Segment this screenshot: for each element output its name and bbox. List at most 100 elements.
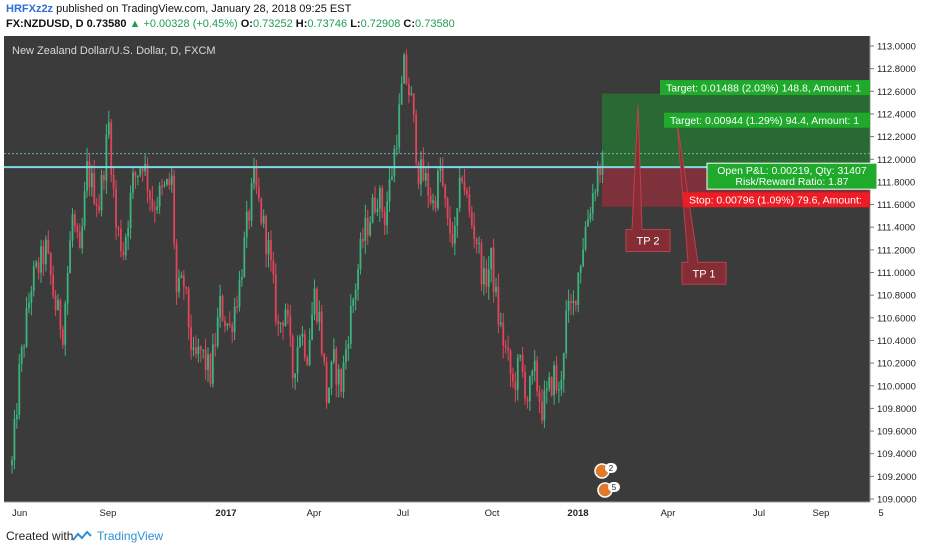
- candle-body: [311, 314, 313, 340]
- price-tick-label: 112.2000: [877, 132, 916, 143]
- low-label: L:: [350, 18, 361, 30]
- target-1-label-box[interactable]: Target: 0.01488 (2.03%) 148.8, Amount: 1: [660, 80, 870, 96]
- candle-body: [584, 226, 587, 250]
- candle-body: [18, 364, 21, 416]
- tp-1-annotation[interactable]: TP 1: [676, 121, 727, 285]
- candle-body: [524, 371, 526, 399]
- candle-body: [226, 323, 229, 326]
- candle-body: [98, 205, 101, 211]
- chart-area[interactable]: New Zealand Dollar/U.S. Dollar, D, FXCM …: [4, 36, 928, 520]
- event-badges[interactable]: 2 5: [594, 463, 620, 498]
- candle-body: [332, 349, 335, 362]
- candle-body: [362, 238, 364, 241]
- candle-body: [71, 214, 74, 241]
- price-tick-label: 109.6000: [877, 427, 917, 438]
- candle-body: [299, 336, 301, 347]
- candle-body: [120, 228, 122, 252]
- badge-count: 2: [609, 464, 614, 473]
- price-tick-label: 111.8000: [877, 177, 915, 188]
- candle-body: [446, 198, 449, 219]
- candle-body: [349, 305, 352, 344]
- candle-body: [192, 347, 195, 350]
- candle-body: [127, 227, 130, 237]
- time-tick-label: Sep: [100, 508, 117, 519]
- candle-body: [480, 243, 483, 285]
- candle-body: [23, 346, 25, 348]
- candle-body: [139, 168, 142, 176]
- candle-body: [231, 325, 234, 333]
- candle-body: [463, 181, 466, 191]
- candle-body: [163, 184, 166, 187]
- candlestick-chart[interactable]: New Zealand Dollar/U.S. Dollar, D, FXCM …: [4, 36, 928, 520]
- tradingview-brand-link[interactable]: TradingView: [97, 529, 164, 543]
- tp-2-annotation[interactable]: TP 2: [625, 104, 671, 252]
- candle-body: [221, 296, 224, 321]
- candle-body: [313, 288, 316, 315]
- candle-body: [371, 197, 374, 223]
- candle-body: [44, 239, 47, 265]
- candle-body: [272, 260, 275, 275]
- candle-body: [320, 311, 323, 354]
- candle-body: [187, 288, 190, 328]
- time-axis-background: [4, 502, 870, 520]
- candle-body: [536, 360, 539, 392]
- candle-body: [432, 200, 434, 203]
- candle-body: [533, 360, 536, 371]
- time-axis-ticks: Jun Sep 2017 Apr Jul Oct 2018 Apr Jul Sep 5: [12, 508, 884, 519]
- candle-body: [175, 243, 178, 293]
- candle-body: [562, 352, 565, 380]
- candle-body: [173, 175, 176, 244]
- candle-body: [211, 344, 214, 384]
- price-tick-label: 110.6000: [877, 313, 916, 324]
- candle-body: [570, 300, 572, 303]
- candle-body: [357, 269, 359, 290]
- candle-body: [601, 152, 604, 175]
- candle-body: [596, 167, 599, 193]
- time-tick-label: 2018: [567, 508, 588, 519]
- candle-body: [589, 213, 592, 220]
- time-tick-label: Jul: [753, 508, 765, 519]
- target-2-label-box[interactable]: Target: 0.00944 (1.29%) 94.4, Amount: 1: [664, 112, 870, 128]
- chart-header: HRFXz2z published on TradingView.com, Ja…: [4, 0, 928, 36]
- candle-body: [497, 286, 500, 325]
- open-pl-label-box[interactable]: Open P&L: 0.00219, Qty: 31407 Risk/Rewar…: [706, 162, 878, 190]
- candle-body: [434, 200, 437, 209]
- candle-body: [461, 177, 464, 182]
- candle-body: [391, 176, 393, 180]
- time-tick-label: 2017: [215, 508, 236, 519]
- candle-body: [555, 365, 558, 390]
- tp-1-callout[interactable]: [676, 121, 727, 285]
- candle-body: [115, 188, 117, 228]
- candle-body: [178, 277, 180, 293]
- candle-body: [417, 162, 420, 185]
- tp-1-label: TP 1: [692, 268, 715, 280]
- time-tick-label: Apr: [307, 508, 322, 519]
- tradingview-logo-icon: [72, 530, 92, 541]
- candle-body: [238, 279, 241, 308]
- event-badge-2[interactable]: 5: [597, 482, 620, 498]
- candle-body: [553, 365, 555, 396]
- risk-reward-label: Risk/Reward Ratio: 1.87: [735, 176, 848, 188]
- candle-body: [107, 122, 110, 135]
- candle-body: [422, 159, 425, 181]
- candle-body: [306, 357, 309, 365]
- candle-body: [158, 185, 161, 207]
- publisher-name[interactable]: HRFXz2z: [6, 3, 54, 15]
- candle-body: [405, 54, 408, 84]
- candle-body: [284, 309, 287, 327]
- candle-body: [558, 389, 560, 391]
- candle-body: [502, 322, 505, 346]
- candle-body: [303, 333, 306, 358]
- stop-label-box[interactable]: Stop: 0.00796 (1.09%) 79.6, Amount:: [683, 192, 870, 208]
- target-zone[interactable]: [602, 93, 870, 168]
- candle-body: [224, 320, 226, 326]
- event-badge-1[interactable]: 2: [594, 463, 617, 479]
- candle-body: [528, 376, 531, 402]
- candle-body: [149, 190, 151, 200]
- candle-body: [545, 388, 548, 391]
- tp-2-callout[interactable]: [625, 104, 671, 252]
- candle-body: [262, 215, 265, 224]
- candle-body: [487, 269, 490, 287]
- candle-body: [572, 300, 575, 303]
- candle-body: [69, 240, 71, 274]
